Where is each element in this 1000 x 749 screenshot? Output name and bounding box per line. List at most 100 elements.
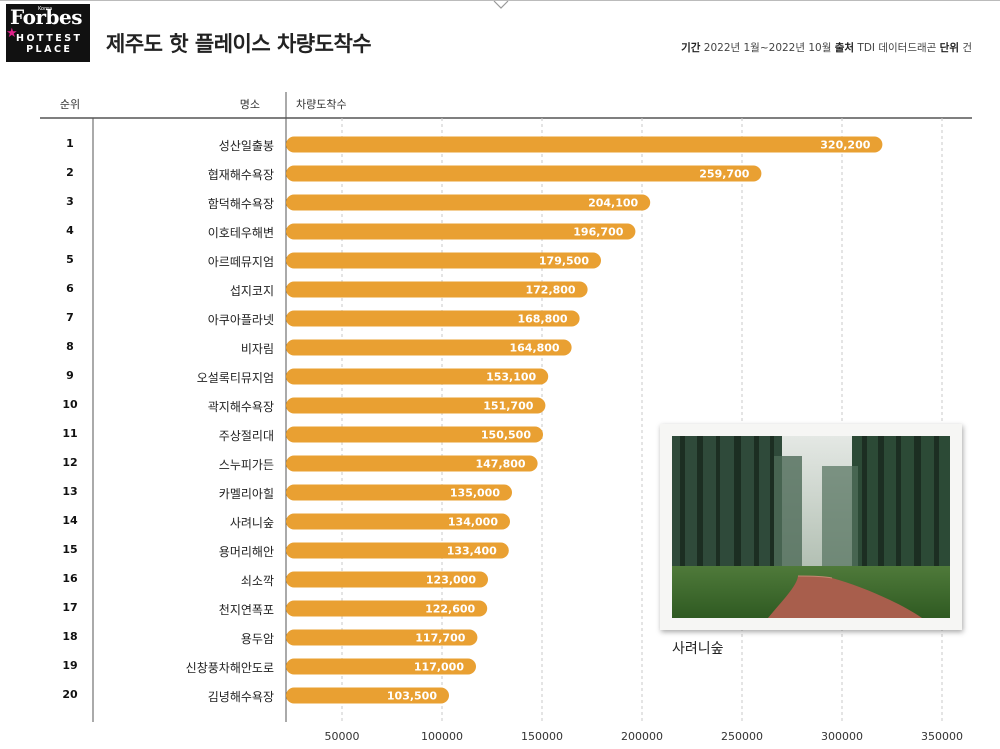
bar	[286, 310, 580, 327]
bar-value-label: 259,700	[699, 168, 749, 181]
rank-label: 17	[62, 600, 78, 614]
rank-label: 1	[66, 136, 74, 150]
place-label: 곽지해수욕장	[207, 399, 274, 414]
rank-label: 12	[62, 455, 78, 469]
bar	[286, 484, 512, 501]
bar	[286, 513, 510, 530]
x-tick-label: 200000	[621, 730, 663, 743]
bar	[286, 165, 762, 182]
place-label: 용머리해안	[218, 544, 274, 559]
period-value: 2022년 1월~2022년 10월	[703, 42, 832, 54]
bar-value-label: 196,700	[573, 226, 623, 239]
place-label: 신창풍차해안도로	[185, 660, 274, 675]
star-icon: ★	[6, 26, 18, 41]
rank-label: 4	[66, 223, 74, 237]
rank-label: 6	[66, 281, 74, 295]
place-label: 협재해수욕장	[207, 167, 274, 182]
bar	[286, 571, 488, 588]
place-label: 오설록티뮤지엄	[196, 370, 274, 385]
place-label: 성산일출봉	[218, 138, 274, 153]
place-label: 섭지코지	[229, 283, 274, 298]
unit-value: 건	[962, 42, 972, 54]
photo-caption: 사려니숲	[672, 641, 724, 657]
bar	[286, 455, 538, 472]
bar-value-label: 117,000	[414, 661, 464, 674]
bar-value-label: 153,100	[486, 371, 536, 384]
place-label: 이호테우해변	[207, 225, 274, 240]
logo-brand: Forbes	[10, 5, 82, 29]
bar-value-label: 134,000	[448, 516, 498, 529]
logo-edition: Korea	[38, 6, 53, 12]
bar-value-label: 151,700	[483, 400, 533, 413]
bar-value-label: 204,100	[588, 197, 638, 210]
rank-label: 5	[66, 252, 74, 266]
x-tick-label: 50000	[325, 730, 360, 743]
place-label: 주상절리대	[218, 428, 274, 443]
bar	[286, 397, 546, 414]
bar-value-label: 123,000	[426, 574, 476, 587]
place-label: 스누피가든	[218, 457, 274, 472]
bar	[286, 281, 588, 298]
x-tick-label: 150000	[521, 730, 563, 743]
bar-value-label: 168,800	[517, 313, 567, 326]
rank-label: 2	[66, 165, 74, 179]
bar	[286, 658, 476, 675]
rank-label: 13	[62, 484, 78, 498]
bar	[286, 687, 449, 704]
logo-badge-line1: HOTTEST	[16, 33, 83, 44]
bar-value-label: 117,700	[415, 632, 465, 645]
bar-value-label: 103,500	[387, 690, 437, 703]
rank-label: 14	[62, 513, 78, 527]
place-label: 사려니숲	[229, 515, 274, 530]
rank-label: 8	[66, 339, 74, 353]
rank-header: 순위	[59, 98, 81, 111]
bar	[286, 600, 488, 617]
bar	[286, 252, 601, 269]
rank-label: 18	[62, 629, 78, 643]
source-label: 출처	[834, 42, 855, 54]
place-label: 쇠소깍	[240, 573, 274, 588]
x-tick-label: 250000	[721, 730, 763, 743]
bar	[286, 136, 883, 153]
place-label: 카멜리아힐	[218, 486, 274, 501]
bar	[286, 629, 478, 646]
logo-badge-line2: PLACE	[26, 44, 73, 55]
rank-label: 20	[62, 687, 78, 701]
source-value: TDI 데이터드래곤	[857, 42, 937, 54]
place-label: 김녕해수욕장	[207, 689, 274, 704]
rank-label: 7	[66, 310, 74, 324]
rank-label: 9	[66, 368, 74, 382]
rank-label: 3	[66, 194, 74, 208]
period-label: 기간	[681, 42, 701, 54]
page-title: 제주도 핫 플레이스 차량도착수	[106, 32, 372, 56]
rank-label: 16	[62, 571, 78, 585]
bar-value-label: 122,600	[425, 603, 475, 616]
unit-label: 단위	[939, 42, 959, 54]
place-label: 천지연폭포	[218, 602, 274, 617]
photo-frame	[660, 424, 962, 630]
x-tick-label: 300000	[821, 730, 863, 743]
logo-badge: HOTTEST PLACE	[16, 33, 83, 55]
x-tick-label: 100000	[421, 730, 463, 743]
bar	[286, 339, 572, 356]
place-label: 비자림	[240, 341, 274, 356]
x-tick-label: 350000	[921, 730, 963, 743]
place-label: 함덕해수욕장	[207, 196, 274, 211]
bar-value-label: 172,800	[525, 284, 575, 297]
rank-label: 11	[62, 426, 78, 440]
value-header: 차량도착수	[296, 98, 347, 111]
bar-value-label: 150,500	[481, 429, 531, 442]
bar	[286, 368, 549, 385]
bar	[286, 542, 509, 559]
bar	[286, 426, 543, 443]
bar	[286, 223, 636, 240]
chevron-down-icon	[493, 0, 509, 9]
rank-label: 15	[62, 542, 78, 556]
bar-value-label: 164,800	[509, 342, 559, 355]
rank-label: 19	[62, 658, 78, 672]
forest-photo	[672, 436, 950, 618]
place-label: 아르떼뮤지엄	[207, 254, 274, 269]
chart-meta: 기간 2022년 1월~2022년 10월 출처 TDI 데이터드래곤 단위 건	[681, 40, 972, 55]
